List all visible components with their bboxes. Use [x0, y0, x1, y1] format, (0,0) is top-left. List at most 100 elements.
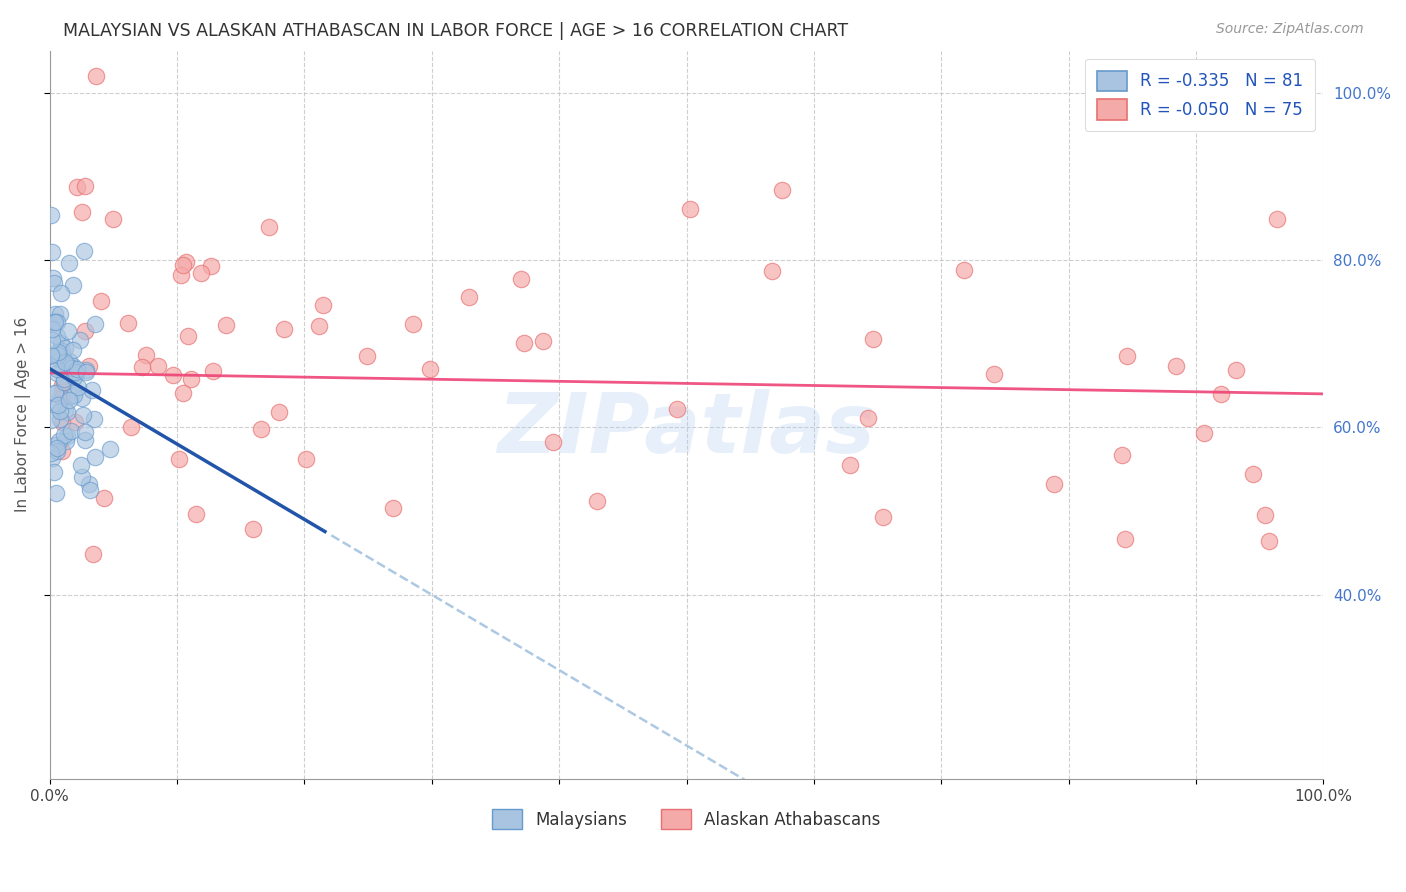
Point [53, 403, 76, 417]
Point [42, 276, 65, 290]
Point [77, 359, 100, 373]
Point [49, 286, 72, 301]
Point [51, 363, 73, 377]
Point [135, 348, 157, 362]
Point [1258, 533, 1281, 548]
Point [46, 348, 69, 362]
Point [541, 434, 564, 449]
Point [308, 319, 330, 334]
Point [72, 391, 94, 405]
Point [269, 405, 291, 419]
Point [872, 510, 894, 524]
Point [62, 343, 84, 357]
Point [510, 271, 533, 285]
Point [62, 359, 84, 373]
Point [72, 408, 94, 422]
Point [169, 451, 191, 466]
Point [73, 425, 96, 440]
Point [839, 458, 862, 473]
Point [41, 322, 63, 336]
Point [48, 351, 70, 365]
Point [1111, 448, 1133, 462]
Point [63, 369, 86, 384]
Point [162, 368, 184, 382]
Point [1241, 467, 1264, 481]
Point [531, 334, 554, 349]
Point [177, 329, 200, 343]
Point [70, 469, 93, 483]
Point [45, 315, 67, 329]
Point [259, 219, 281, 234]
Point [58, 256, 80, 270]
Point [73, 178, 96, 193]
Point [58, 393, 80, 408]
Point [1164, 359, 1187, 373]
Point [70, 205, 93, 219]
Point [79, 477, 101, 491]
Point [45, 329, 67, 343]
Point [1114, 533, 1136, 547]
Point [46, 366, 69, 380]
Point [53, 355, 76, 369]
Point [66, 180, 89, 194]
Point [69, 333, 91, 347]
Point [666, 402, 689, 417]
Point [44, 315, 66, 329]
Point [41, 451, 63, 466]
Point [52, 375, 75, 389]
Point [169, 268, 191, 282]
Point [58, 354, 80, 368]
Point [761, 264, 783, 278]
Point [53, 341, 76, 355]
Y-axis label: In Labor Force | Age > 16: In Labor Force | Age > 16 [15, 318, 31, 512]
Point [44, 396, 66, 410]
Point [46, 362, 69, 376]
Point [273, 321, 295, 335]
Point [1116, 349, 1139, 363]
Point [856, 410, 879, 425]
Point [201, 364, 224, 378]
Point [312, 298, 335, 312]
Point [46, 345, 69, 359]
Point [180, 372, 202, 386]
Point [44, 386, 66, 401]
Point [66, 380, 89, 394]
Point [1194, 426, 1216, 441]
Point [98, 442, 121, 457]
Point [172, 385, 194, 400]
Point [63, 388, 86, 402]
Point [46, 443, 69, 458]
Point [42, 465, 65, 479]
Point [586, 494, 609, 508]
Point [75, 324, 97, 338]
Point [59, 389, 82, 403]
Point [215, 318, 238, 332]
Point [190, 266, 212, 280]
Text: ZIPatlas: ZIPatlas [498, 389, 876, 470]
Point [242, 522, 264, 536]
Point [51, 443, 73, 458]
Point [382, 500, 405, 515]
Point [79, 483, 101, 497]
Point [84, 450, 107, 464]
Point [56, 405, 79, 419]
Point [1265, 211, 1288, 226]
Point [51, 415, 73, 429]
Point [45, 486, 67, 500]
Point [75, 365, 97, 379]
Point [90, 293, 112, 308]
Point [1209, 386, 1232, 401]
Point [131, 359, 153, 374]
Point [46, 398, 69, 412]
Point [73, 433, 96, 447]
Point [58, 324, 80, 338]
Point [60, 360, 83, 375]
Text: MALAYSIAN VS ALASKAN ATHABASCAN IN LABOR FORCE | AGE > 16 CORRELATION CHART: MALAYSIAN VS ALASKAN ATHABASCAN IN LABOR… [63, 22, 848, 40]
Point [250, 422, 273, 436]
Point [1225, 363, 1247, 377]
Point [60, 424, 83, 438]
Point [69, 458, 91, 472]
Point [39, 413, 62, 427]
Point [39, 348, 62, 362]
Point [93, 491, 115, 505]
